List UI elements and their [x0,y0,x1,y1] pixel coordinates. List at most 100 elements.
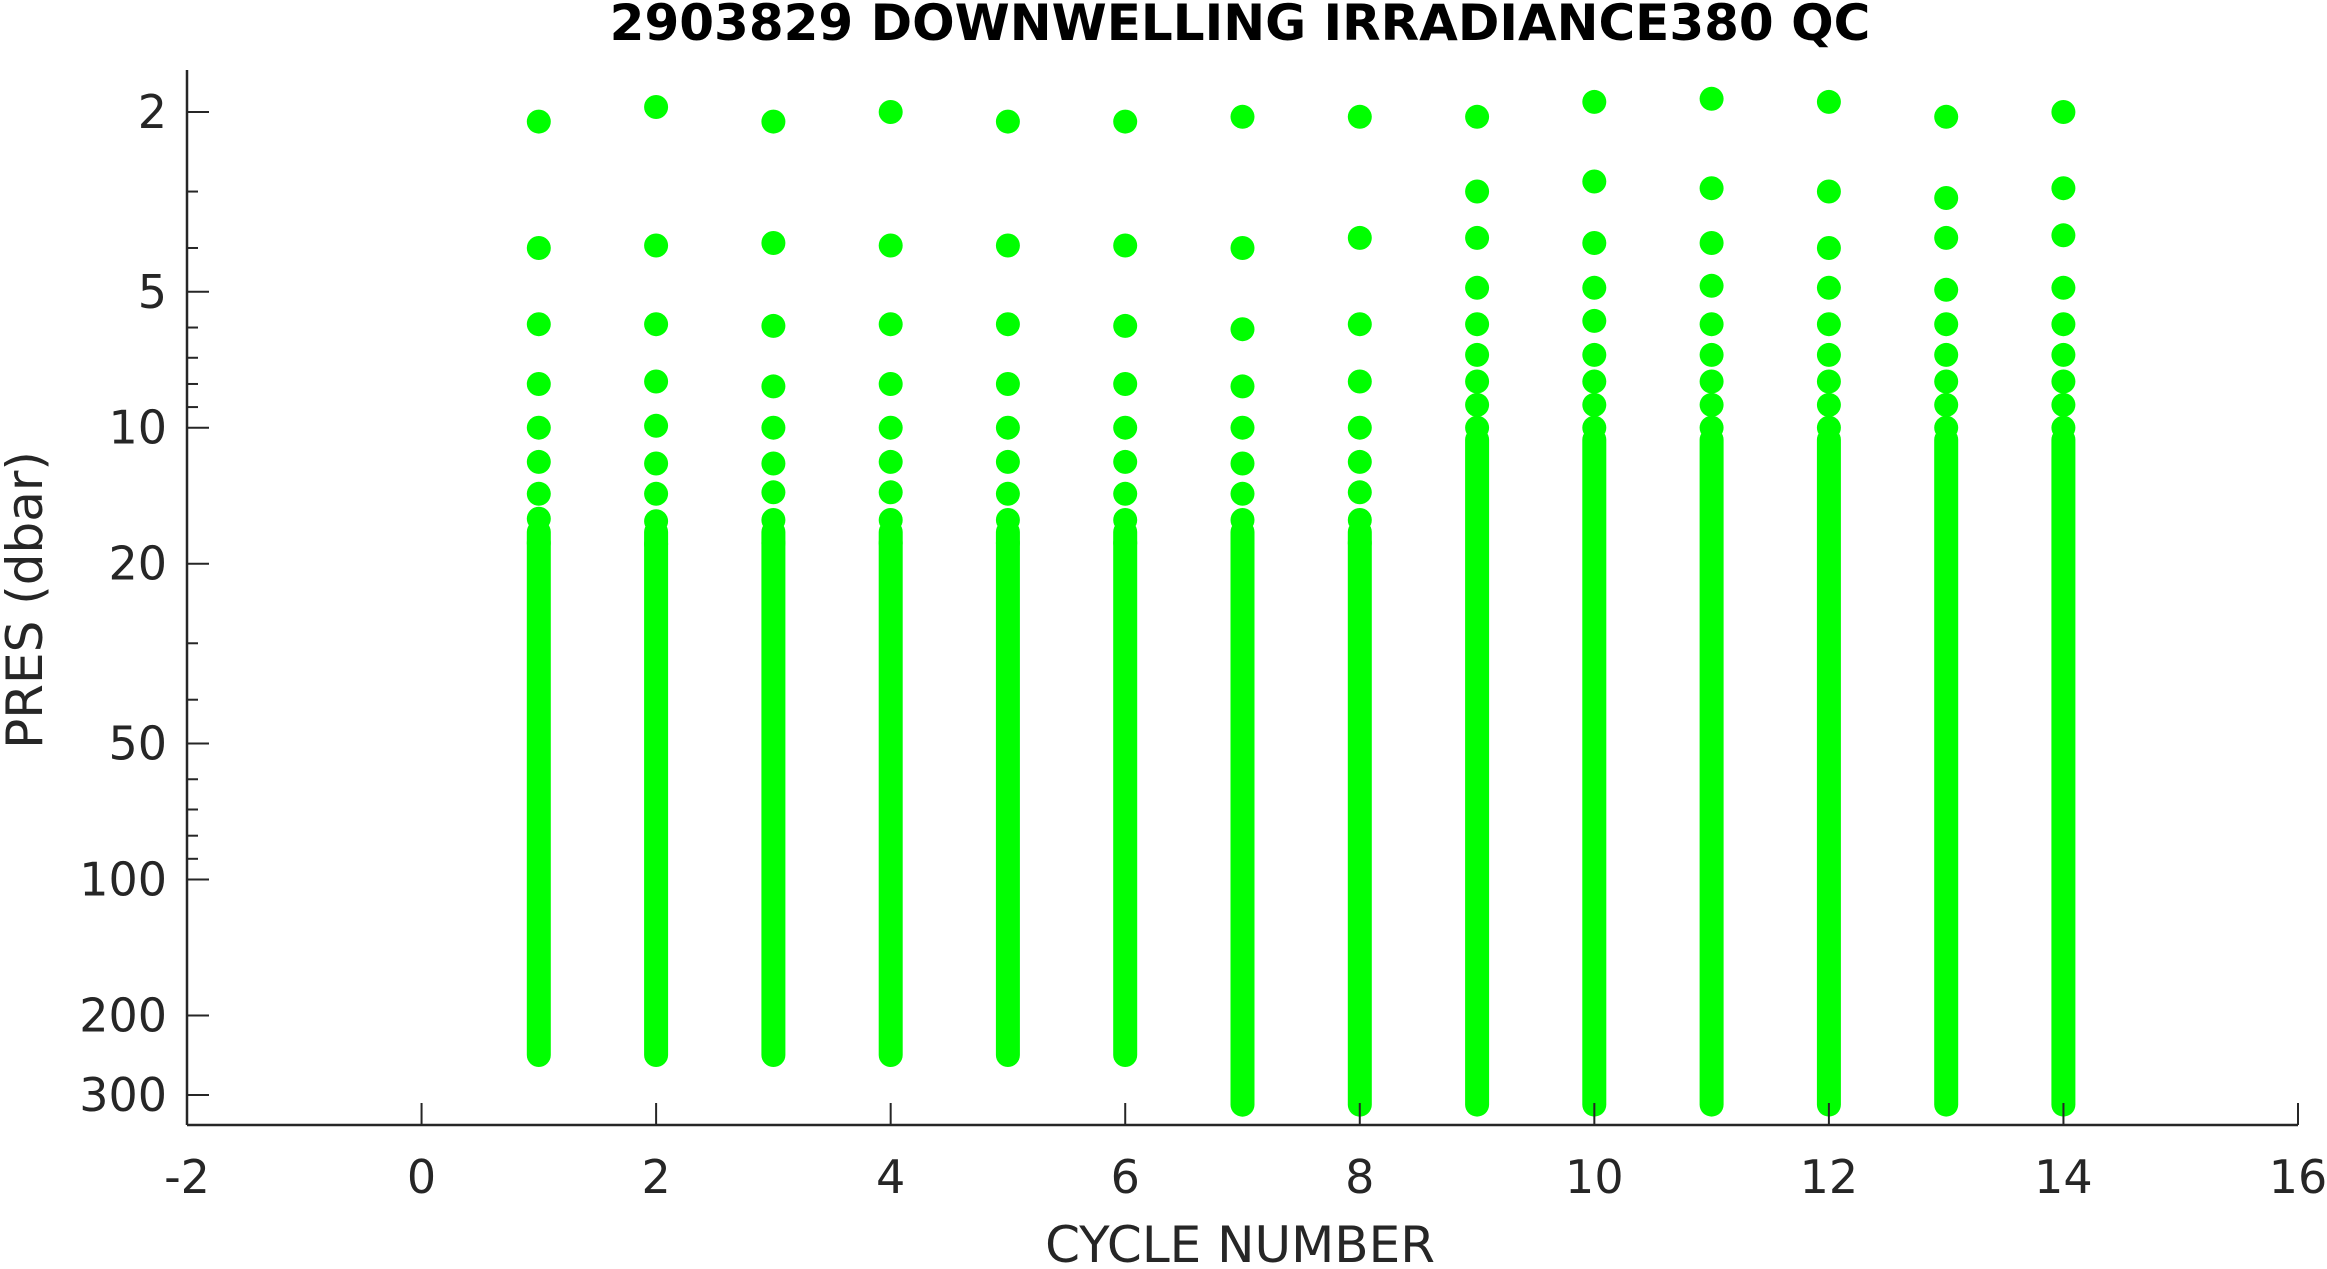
data-point-cycle-14-4 [2051,312,2076,337]
data-point-cycle-12-3 [1816,275,1841,300]
data-point-cycle-9-5 [1465,342,1490,367]
x-tick-label-0: 0 [407,1150,436,1204]
y-tick-label-2: 2 [138,85,167,139]
data-point-cycle-1-4 [526,415,551,440]
data-point-cycle-12-5 [1816,342,1841,367]
data-point-cycle-11-2 [1699,231,1724,255]
data-point-cycle-6-6 [1113,481,1138,506]
data-point-cycle-11-3 [1699,273,1724,298]
data-point-cycle-4-2 [878,312,903,337]
x-tick-label-12: 12 [1800,1150,1859,1204]
data-point-cycle-12-4 [1816,312,1841,337]
data-point-cycle-8-2 [1347,312,1372,337]
data-point-cycle-4-6 [878,480,903,505]
data-point-cycle-9-2 [1465,225,1490,250]
data-point-cycle-11-5 [1699,342,1724,367]
data-point-cycle-13-1 [1934,186,1959,210]
y-tick-label-300: 300 [79,1068,167,1122]
data-point-cycle-4-1 [878,233,903,258]
data-point-cycle-7-2 [1230,317,1255,342]
data-point-cycle-3-6 [761,480,786,505]
data-point-cycle-11-1 [1699,176,1724,201]
data-point-cycle-9-7 [1465,392,1490,417]
data-point-cycle-6-3 [1113,372,1138,396]
data-point-cycle-14-5 [2051,342,2076,367]
x-tick-label-4: 4 [876,1150,905,1204]
data-point-cycle-11-6 [1699,369,1724,394]
data-point-cycle-6-5 [1113,449,1138,474]
data-point-cycle-10-3 [1582,275,1607,300]
data-point-cycle-4-4 [878,415,903,440]
y-tick-label-100: 100 [79,852,167,906]
data-point-cycle-8-4 [1347,415,1372,440]
data-points-dense-cycle-3 [761,520,786,1067]
data-point-cycle-8-0 [1347,104,1372,129]
data-point-cycle-1-6 [526,481,551,506]
data-point-cycle-3-3 [761,374,786,399]
data-point-cycle-4-5 [878,449,903,474]
data-point-cycle-2-4 [644,413,669,438]
x-tick-label-6: 6 [1111,1150,1140,1204]
data-point-cycle-13-3 [1934,277,1959,302]
data-point-cycle-6-0 [1113,109,1138,134]
data-point-cycle-5-3 [995,372,1020,396]
data-point-cycle-9-3 [1465,275,1490,300]
data-point-cycle-7-4 [1230,415,1255,440]
data-point-cycle-14-2 [2051,223,2076,248]
data-points-dense-cycle-2 [644,520,669,1067]
data-point-cycle-13-4 [1934,312,1959,337]
data-point-cycle-13-6 [1934,369,1959,394]
data-point-cycle-3-1 [761,231,786,255]
data-point-cycle-5-1 [995,233,1020,258]
data-point-cycle-1-0 [526,109,551,134]
data-point-cycle-9-6 [1465,369,1490,394]
data-points-dense-cycle-14 [2051,427,2076,1117]
data-point-cycle-12-6 [1816,369,1841,394]
data-point-cycle-11-4 [1699,312,1724,337]
data-point-cycle-13-2 [1934,225,1959,250]
data-point-cycle-1-3 [526,372,551,396]
x-tick-label-2: 2 [641,1150,670,1204]
data-point-cycle-5-4 [995,415,1020,440]
data-point-cycle-10-7 [1582,392,1607,417]
data-points-dense-cycle-11 [1699,427,1724,1117]
data-point-cycle-14-1 [2051,176,2076,201]
data-point-cycle-14-3 [2051,275,2076,300]
data-point-cycle-2-6 [644,481,669,506]
data-point-cycle-12-2 [1816,236,1841,260]
data-point-cycle-2-3 [644,369,669,394]
data-point-cycle-12-7 [1816,392,1841,417]
data-points-dense-cycle-8 [1347,520,1372,1117]
data-point-cycle-13-0 [1934,104,1959,129]
x-tick-label--2: -2 [164,1150,210,1204]
data-points-dense-cycle-13 [1934,427,1959,1117]
data-point-cycle-1-1 [526,236,551,260]
data-points-dense-cycle-12 [1816,427,1841,1117]
data-point-cycle-11-0 [1699,86,1724,111]
data-points [526,86,2076,1117]
data-points-dense-cycle-9 [1465,427,1490,1117]
data-point-cycle-14-6 [2051,369,2076,394]
y-tick-label-200: 200 [79,988,167,1042]
data-point-cycle-10-1 [1582,169,1607,194]
data-point-cycle-6-1 [1113,233,1138,258]
data-point-cycle-7-1 [1230,236,1255,260]
y-tick-label-50: 50 [108,716,167,770]
data-point-cycle-12-0 [1816,89,1841,114]
data-point-cycle-2-2 [644,312,669,337]
data-point-cycle-8-6 [1347,480,1372,505]
data-point-cycle-10-0 [1582,89,1607,114]
data-point-cycle-4-0 [878,100,903,124]
axes: -2 0 2 4 6 8 10 12 14 16 2 5 10 20 50 100 200 300 [79,70,2327,1204]
data-point-cycle-10-6 [1582,369,1607,394]
data-point-cycle-6-4 [1113,415,1138,440]
data-point-cycle-7-5 [1230,451,1255,476]
data-point-cycle-5-0 [995,109,1020,134]
data-point-cycle-6-2 [1113,313,1138,338]
data-points-dense-cycle-1 [526,520,551,1067]
data-point-cycle-13-7 [1934,392,1959,417]
data-points-dense-cycle-6 [1113,520,1138,1067]
y-tick-label-5: 5 [138,265,167,319]
data-point-cycle-3-0 [761,109,786,134]
